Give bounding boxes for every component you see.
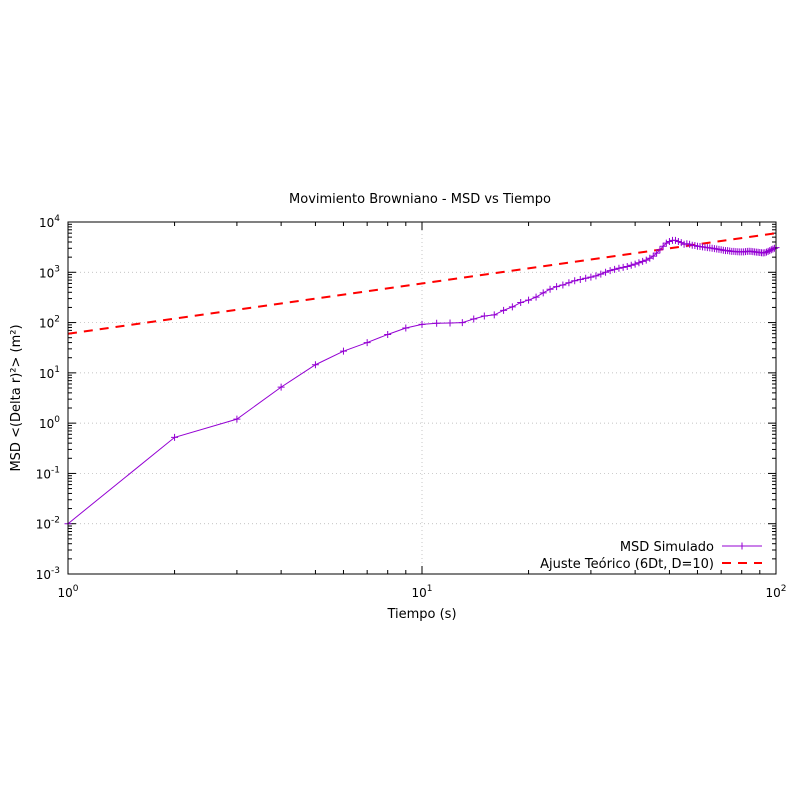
msd-data-point — [623, 263, 631, 271]
msd-data-point — [761, 249, 769, 257]
y-tick-label: 101 — [39, 365, 60, 381]
msd-data-point — [233, 415, 241, 423]
msd-data-point — [525, 296, 533, 304]
msd-data-point — [470, 315, 478, 323]
msd-data-point — [571, 277, 579, 285]
legend-label-ajuste-teorico: Ajuste Teórico (6Dt, D=10) — [540, 557, 714, 572]
msd-data-point — [662, 239, 670, 247]
msd-data-point — [665, 237, 673, 245]
msd-data-point — [532, 293, 540, 301]
msd-data-point — [766, 247, 774, 255]
msd-data-point — [582, 274, 590, 282]
msd-data-point — [458, 319, 466, 327]
msd-data-point — [764, 247, 772, 255]
msd-data-point — [546, 285, 554, 293]
msd-data-point — [656, 246, 664, 254]
msd-data-point — [384, 330, 392, 338]
msd-data-point — [606, 267, 614, 275]
legend: MSD Simulado Ajuste Teórico (6Dt, D=10) — [540, 540, 762, 572]
y-tick-label: 10-1 — [36, 465, 60, 481]
msd-data-point — [649, 252, 657, 260]
legend-label-msd-simulado: MSD Simulado — [620, 540, 714, 555]
chart-title: Movimiento Browniano - MSD vs Tiempo — [289, 192, 551, 207]
msd-data-point — [602, 268, 610, 276]
msd-data-point — [659, 242, 667, 250]
msd-data-point — [619, 263, 627, 271]
y-tick-label: 104 — [39, 214, 60, 230]
y-tick-label: 10-3 — [36, 566, 60, 582]
msd-data-point — [642, 256, 650, 264]
msd-data-point — [769, 245, 777, 253]
msd-data-point — [576, 275, 584, 283]
msd-data-point — [500, 306, 508, 314]
msd-data-point — [674, 237, 682, 245]
msd-data-point — [311, 361, 319, 369]
msd-data-point — [363, 339, 371, 347]
msd-data-point — [517, 299, 525, 307]
series-layer — [64, 232, 780, 528]
msd-data-point — [587, 273, 595, 281]
msd-data-point — [565, 279, 573, 287]
msd-data-point — [402, 324, 410, 332]
msd-data-point — [480, 312, 488, 320]
msd-data-point — [433, 319, 441, 327]
msd-data-point — [770, 244, 778, 252]
msd-data-point — [446, 319, 454, 327]
msd-data-point — [539, 289, 547, 297]
msd-data-point — [592, 272, 600, 280]
legend-marker-msd-simulado — [738, 542, 746, 550]
msd-data-point — [611, 265, 619, 273]
msd-data-point — [631, 260, 639, 268]
y-axis-ticks: 10-3 10-2 10-1 100 101 102 103 104 — [36, 214, 776, 582]
x-tick-label: 102 — [765, 584, 786, 600]
msd-data-point — [653, 249, 661, 257]
y-tick-label: 10-2 — [36, 516, 60, 532]
msd-data-point — [671, 236, 679, 244]
msd-data-point — [508, 303, 516, 311]
msd-data-point — [553, 283, 561, 291]
x-tick-label: 100 — [57, 584, 78, 600]
x-axis-label: Tiempo (s) — [386, 607, 456, 622]
msd-data-point — [635, 259, 643, 267]
x-tick-label: 101 — [411, 584, 432, 600]
msd-data-point — [762, 248, 770, 256]
msd-data-point — [559, 281, 567, 289]
msd-data-point — [615, 264, 623, 272]
y-tick-label: 100 — [39, 415, 60, 431]
x-axis-ticks: 100 101 102 — [57, 222, 787, 600]
y-tick-label: 102 — [39, 315, 60, 331]
msd-data-point — [627, 261, 635, 269]
msd-data-point — [490, 311, 498, 319]
grid-lines — [68, 222, 776, 574]
y-axis-label: MSD <(Delta r)²> (m²) — [9, 324, 24, 471]
msd-data-point — [767, 246, 775, 254]
msd-data-point — [418, 320, 426, 328]
msd-data-point — [639, 257, 647, 265]
y-tick-label: 103 — [39, 264, 60, 280]
msd-data-point — [597, 270, 605, 278]
msd-data-point — [339, 347, 347, 355]
plot-border — [67, 221, 777, 575]
msd-data-point — [277, 383, 285, 391]
msd-data-point — [171, 433, 179, 441]
